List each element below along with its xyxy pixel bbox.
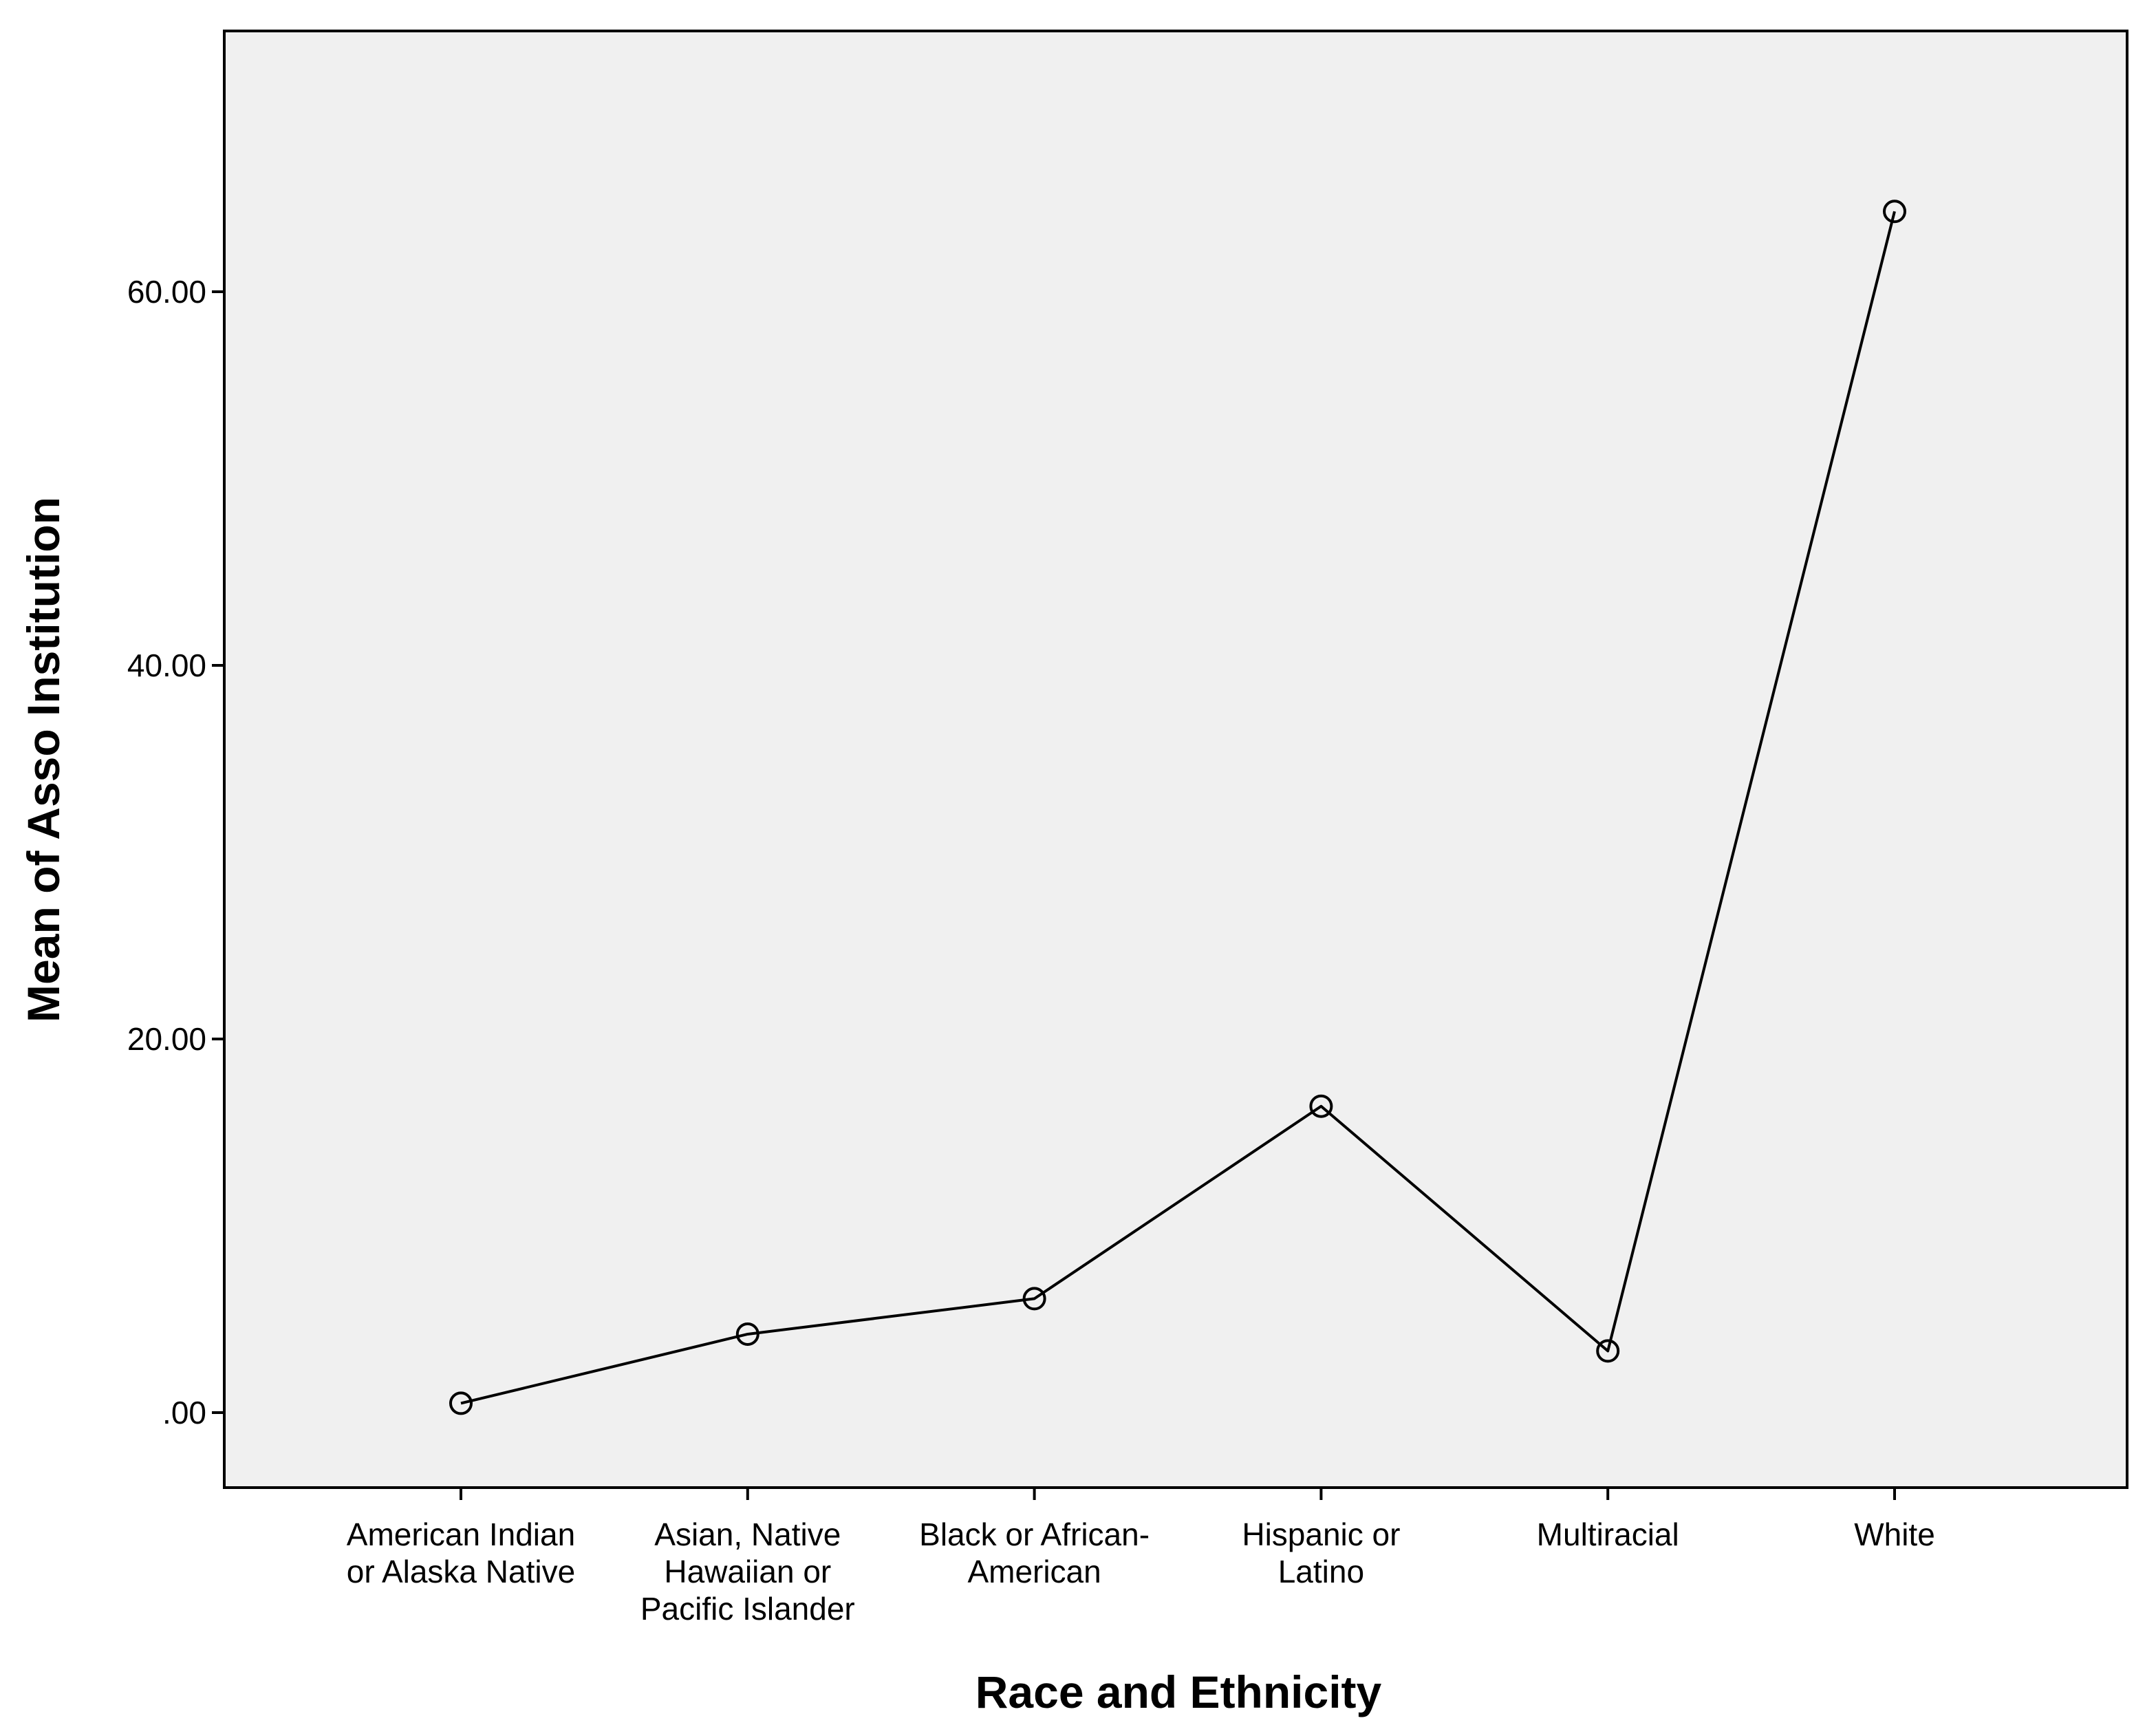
data-series bbox=[449, 200, 1906, 1415]
data-point bbox=[1883, 200, 1906, 224]
x-axis: American Indian or Alaska Native Asian, Na… bbox=[347, 1488, 1935, 1627]
data-point bbox=[735, 1322, 759, 1346]
x-tick-label: American Indian or Alaska Native bbox=[347, 1517, 575, 1589]
y-tick-label: .00 bbox=[162, 1395, 206, 1430]
data-point bbox=[1022, 1287, 1046, 1311]
y-tick-label: 60.00 bbox=[127, 274, 206, 310]
x-tick-label: Asian, Native Hawaiian or Pacific Islander bbox=[640, 1517, 855, 1627]
plot-area bbox=[223, 30, 2128, 1489]
series-line bbox=[460, 211, 1896, 1405]
x-tick-label: Black or African-American bbox=[919, 1517, 1150, 1589]
data-point bbox=[449, 1391, 473, 1415]
y-axis-title: Mean of Asso Institution bbox=[18, 497, 69, 1022]
x-tick-label: Multiracial bbox=[1537, 1517, 1679, 1552]
data-point bbox=[1309, 1094, 1333, 1118]
x-axis-title: Race and Ethnicity bbox=[975, 1667, 1382, 1717]
x-tick-label: Hispanic or Latino bbox=[1242, 1517, 1400, 1589]
x-tick-label: White bbox=[1854, 1517, 1935, 1552]
y-tick-label: 20.00 bbox=[127, 1021, 206, 1057]
y-axis: .00 20.00 40.00 60.00 bbox=[127, 274, 224, 1430]
data-point bbox=[1596, 1339, 1620, 1363]
y-tick-label: 40.00 bbox=[127, 647, 206, 683]
